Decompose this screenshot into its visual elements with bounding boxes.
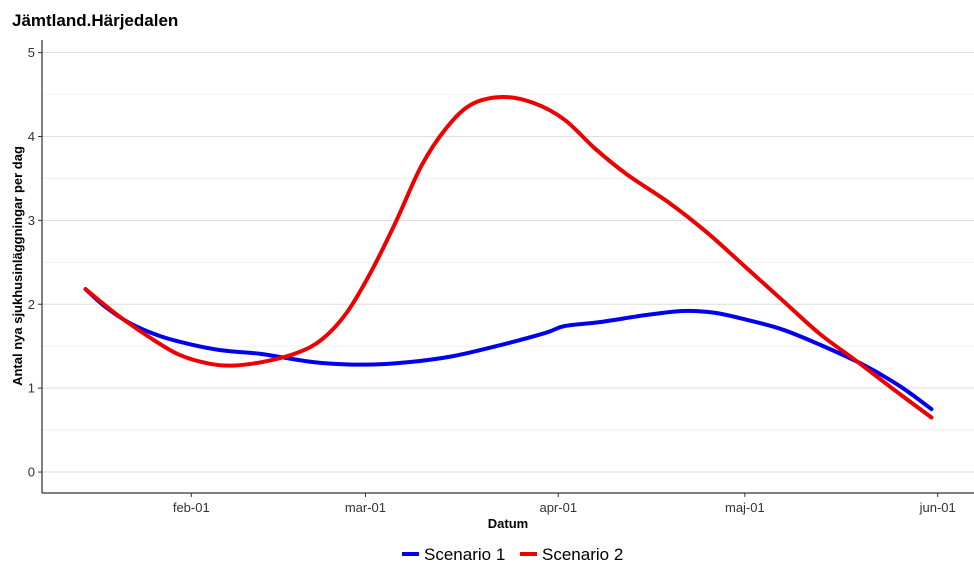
y-axis-title: Antal nya sjukhusinläggningar per dag [10,146,25,386]
x-tick-label: jun-01 [919,500,956,515]
y-tick-label: 0 [28,465,35,480]
x-axis-title: Datum [488,516,528,531]
legend-label-scenario-2: Scenario 2 [542,545,623,564]
grid [42,52,974,473]
scenario-2-line [83,95,934,420]
y-tick-label: 2 [28,297,35,312]
x-axis-ticks: feb-01 mar-01 apr-01 maj-01 jun-01 [173,493,956,515]
x-tick-label: feb-01 [173,500,210,515]
axes [41,40,974,494]
y-tick-label: 4 [28,129,35,144]
series-lines [83,95,934,420]
legend-label-scenario-1: Scenario 1 [424,545,505,564]
y-tick-label: 1 [28,381,35,396]
scenario-1-line [83,287,934,412]
y-axis-ticks: 0 1 2 3 4 5 [28,45,42,480]
legend: Scenario 1 Scenario 2 [402,545,623,564]
x-tick-label: apr-01 [539,500,577,515]
y-tick-label: 5 [28,45,35,60]
x-tick-label: maj-01 [725,500,765,515]
y-tick-label: 3 [28,213,35,228]
chart-title: Jämtland.Härjedalen [12,11,178,30]
x-tick-label: mar-01 [345,500,386,515]
